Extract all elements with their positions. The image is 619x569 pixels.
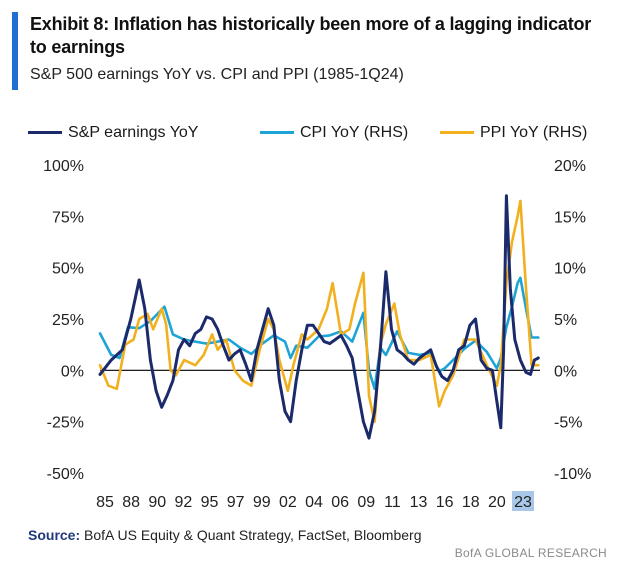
x-tick-label: 11	[384, 494, 401, 511]
legend-swatch-cpi	[260, 131, 294, 135]
x-tick-label: 09	[357, 494, 375, 511]
legend-swatch-earnings	[28, 131, 62, 135]
exhibit-title: Exhibit 8: Inflation has historically be…	[30, 14, 592, 57]
title-accent-bar	[12, 12, 18, 90]
y-right-tick-label: -5%	[554, 415, 582, 432]
legend-swatch-ppi	[440, 131, 474, 135]
y-right-tick-label: 5%	[554, 312, 577, 329]
x-tick-label: 88	[122, 494, 140, 511]
series-line-earnings	[98, 194, 540, 440]
exhibit-subtitle: S&P 500 earnings YoY vs. CPI and PPI (19…	[30, 66, 404, 83]
y-right-tick-label: 20%	[554, 158, 586, 175]
x-tick-highlight	[512, 491, 534, 511]
x-tick-label: 23	[514, 494, 532, 511]
chart-legend: S&P earnings YoY CPI YoY (RHS) PPI YoY (…	[28, 124, 608, 144]
legend-item-ppi: PPI YoY (RHS)	[440, 124, 587, 142]
x-tick-label: 16	[436, 494, 454, 511]
y-right-tick-label: -10%	[554, 466, 591, 483]
legend-label-earnings: S&P earnings YoY	[68, 124, 199, 141]
y-right-tick-label: 15%	[554, 209, 586, 226]
y-left-tick-label: 0%	[61, 363, 84, 380]
x-tick-label: 18	[462, 494, 480, 511]
y-right-tick-label: 10%	[554, 261, 586, 278]
x-tick-label: 02	[279, 494, 297, 511]
x-tick-label: 95	[201, 494, 219, 511]
x-tick-label: 06	[331, 494, 349, 511]
x-tick-label: 99	[253, 494, 271, 511]
y-left-tick-label: 50%	[52, 261, 84, 278]
x-tick-label: 92	[174, 494, 192, 511]
y-right-tick-label: 0%	[554, 363, 577, 380]
y-left-tick-label: -25%	[47, 415, 84, 432]
x-tick-label: 20	[488, 494, 506, 511]
x-tick-label: 90	[148, 494, 166, 511]
y-left-tick-label: 25%	[52, 312, 84, 329]
x-tick-label: 97	[227, 494, 245, 511]
y-left-tick-label: -50%	[47, 466, 84, 483]
legend-label-cpi: CPI YoY (RHS)	[300, 124, 409, 141]
y-left-tick-label: 75%	[52, 209, 84, 226]
legend-item-cpi: CPI YoY (RHS)	[260, 124, 408, 142]
source-text: BofA US Equity & Quant Strategy, FactSet…	[84, 527, 422, 543]
legend-label-ppi: PPI YoY (RHS)	[480, 124, 588, 141]
source-label: Source:	[28, 527, 81, 543]
x-tick-label: 85	[96, 494, 114, 511]
legend-item-earnings: S&P earnings YoY	[28, 124, 198, 142]
x-tick-label: 04	[305, 494, 323, 511]
x-tick-label: 13	[410, 494, 428, 511]
brand-footer: BofA GLOBAL RESEARCH	[454, 546, 607, 560]
y-left-tick-label: 100%	[43, 158, 84, 175]
source-note: Source: BofA US Equity & Quant Strategy,…	[28, 527, 421, 543]
